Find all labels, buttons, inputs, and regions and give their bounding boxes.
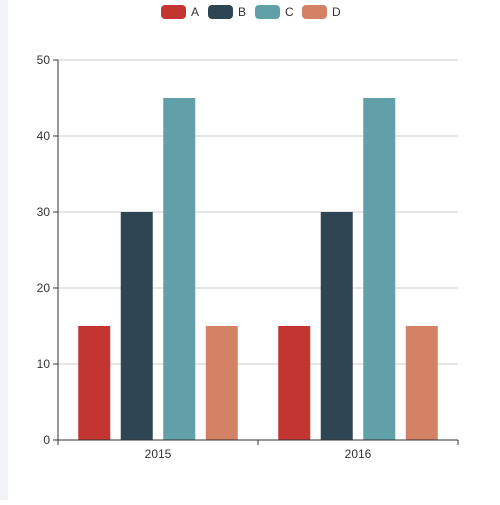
bar-a-2015[interactable] (78, 326, 111, 440)
bars (78, 98, 438, 440)
legend-swatch (302, 5, 327, 19)
legend-item-b[interactable]: B (208, 5, 246, 19)
bar-b-2016[interactable] (320, 212, 353, 440)
x-axis: 2015 2016 (57, 439, 459, 461)
y-tick-label: 40 (37, 129, 51, 143)
legend-swatch (161, 5, 186, 19)
bar-d-2015[interactable] (205, 326, 238, 440)
legend-item-a[interactable]: A (161, 5, 199, 19)
legend[interactable]: A B C D (161, 5, 341, 19)
y-tick-label: 0 (43, 433, 50, 447)
x-tick-label: 2016 (345, 447, 372, 461)
y-tick-label: 20 (37, 281, 51, 295)
y-axis: 0 10 20 30 40 50 (37, 53, 59, 447)
legend-label: B (238, 5, 246, 19)
y-tick-label: 10 (37, 357, 51, 371)
bar-d-2016[interactable] (405, 326, 438, 440)
gridlines (58, 59, 458, 365)
legend-label: D (332, 5, 341, 19)
bar-c-2016[interactable] (363, 98, 396, 440)
legend-swatch (208, 5, 233, 19)
legend-label: A (191, 5, 199, 19)
bar-a-2016[interactable] (278, 326, 311, 440)
legend-item-c[interactable]: C (255, 5, 294, 19)
legend-item-d[interactable]: D (302, 5, 341, 19)
legend-swatch (255, 5, 280, 19)
x-tick-label: 2015 (145, 447, 172, 461)
y-tick-label: 30 (37, 205, 51, 219)
bar-b-2015[interactable] (120, 212, 153, 440)
bar-c-2015[interactable] (163, 98, 196, 440)
y-tick-label: 50 (37, 53, 51, 67)
left-side-panel (0, 0, 8, 500)
legend-label: C (285, 5, 294, 19)
